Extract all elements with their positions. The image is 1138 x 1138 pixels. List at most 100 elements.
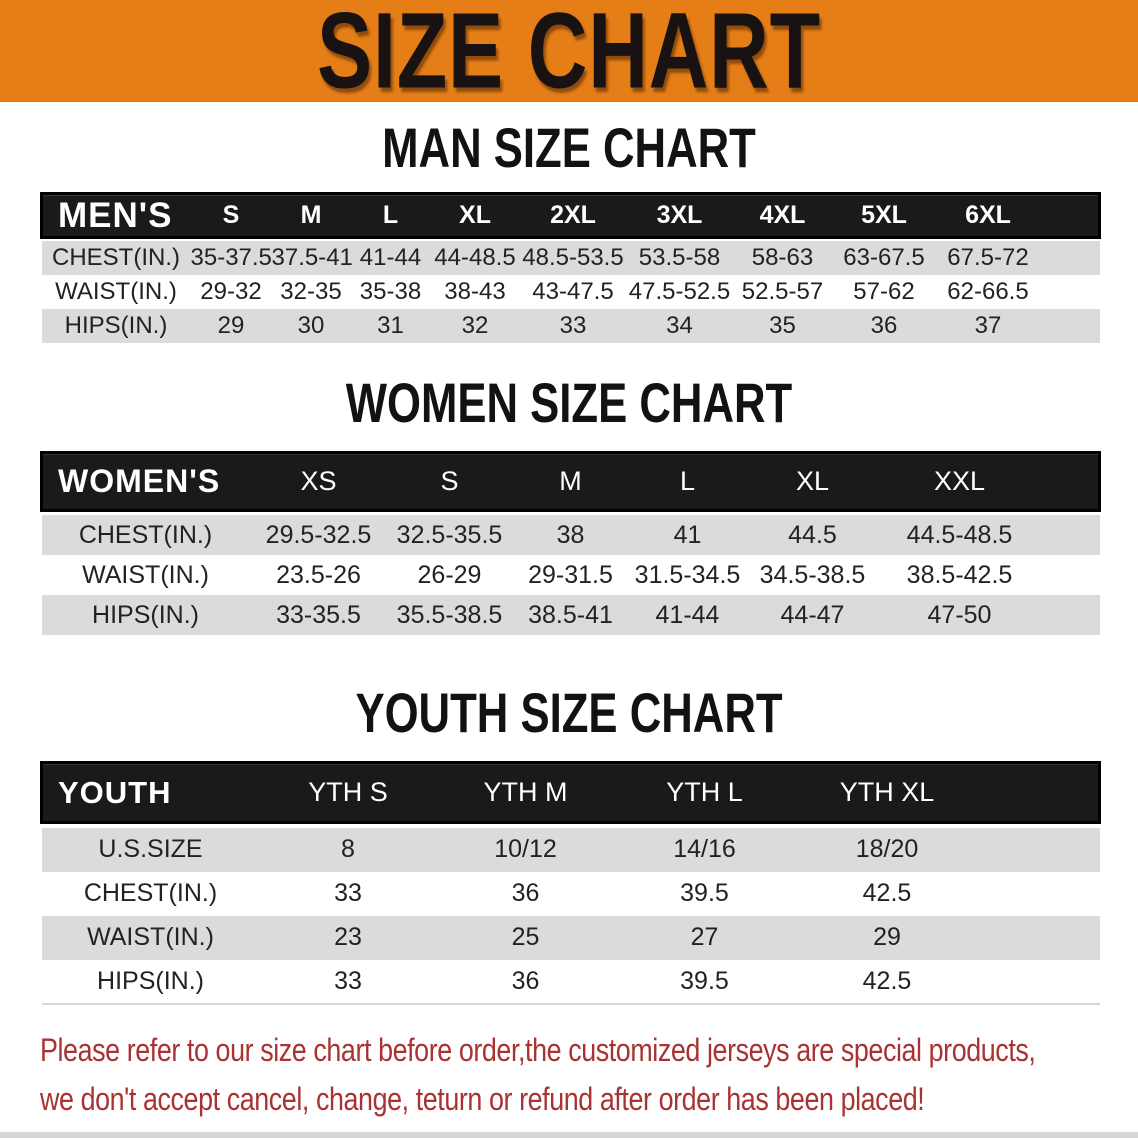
- column-header-cell: XL: [745, 450, 880, 512]
- data-cell: 36: [832, 308, 936, 343]
- data-cell: 44-47: [745, 595, 880, 635]
- data-cell: 58-63: [732, 240, 833, 275]
- row-filler-cell: [1040, 308, 1100, 343]
- data-cell: 42.5: [794, 959, 980, 1005]
- data-cell: 37.5-41: [271, 240, 353, 275]
- column-header-cell: L: [629, 450, 746, 512]
- data-cell: 29.5-32.5: [249, 515, 388, 555]
- footer-paragraph: Please refer to our size chart before or…: [40, 1029, 1138, 1078]
- data-cell: 31.5-34.5: [629, 555, 746, 595]
- row-filler-cell: [979, 959, 1100, 1005]
- table-row: WAIST(IN.) 29-32 32-35 35-38 38-43 43-47.5 47.…: [41, 274, 1100, 309]
- data-cell: 10/12: [436, 827, 615, 872]
- data-cell: 27: [614, 915, 795, 960]
- youth-size-table: YOUTH YTH S YTH M YTH L YTH XL U.S.SIZE 8 10/12…: [40, 761, 1101, 1005]
- table-row: WAIST(IN.) 23 25 27 29: [41, 915, 1100, 960]
- data-cell: 38-43: [430, 274, 520, 309]
- men-size-table: MEN'S S M L XL 2XL 3XL 4XL 5XL 6XL CHEST(IN.) 35-37…: [40, 192, 1101, 343]
- data-cell: 33: [259, 959, 437, 1005]
- data-cell: 36: [436, 959, 615, 1005]
- data-cell: 38.5-42.5: [879, 555, 1040, 595]
- data-cell: 44-48.5: [430, 240, 520, 275]
- youth-section-heading: YOUTH SIZE CHART: [355, 681, 783, 744]
- row-label-cell: CHEST(IN.): [41, 515, 250, 555]
- data-cell: 57-62: [832, 274, 936, 309]
- row-filler-cell: [1039, 555, 1100, 595]
- column-header-cell: YTH M: [436, 761, 615, 824]
- data-cell: 47-50: [879, 595, 1040, 635]
- footer-paragraph: we don't accept cancel, change, teturn o…: [40, 1078, 1138, 1127]
- data-cell: 25: [436, 915, 615, 960]
- footer-line-1: Please refer to our size chart before or…: [40, 1031, 1036, 1068]
- row-filler-cell: [979, 827, 1100, 872]
- column-header-cell: 5XL: [832, 192, 936, 239]
- row-label-cell: WAIST(IN.): [41, 274, 191, 309]
- row-label-cell: WAIST(IN.): [41, 555, 250, 595]
- header-filler-cell: [979, 761, 1101, 824]
- data-cell: 14/16: [614, 827, 795, 872]
- table-row: U.S.SIZE 8 10/12 14/16 18/20: [41, 827, 1100, 872]
- table-row: CHEST(IN.) 33 36 39.5 42.5: [41, 871, 1100, 916]
- data-cell: 52.5-57: [732, 274, 833, 309]
- table-row: CHEST(IN.) 35-37.5 37.5-41 41-44 44-48.5 48.5…: [41, 240, 1100, 275]
- data-cell: 36: [436, 871, 615, 916]
- header-filler-cell: [1040, 192, 1101, 239]
- section-youth: YOUTH SIZE CHART YOUTH YTH S YTH M YTH L YTH…: [0, 681, 1138, 1005]
- table-title-cell: YOUTH: [40, 761, 260, 824]
- row-filler-cell: [979, 871, 1100, 916]
- data-cell: 30: [271, 308, 351, 343]
- data-cell: 23.5-26: [249, 555, 388, 595]
- footer-line-2: we don't accept cancel, change, teturn o…: [40, 1080, 925, 1117]
- row-filler-cell: [979, 915, 1100, 960]
- table-row: HIPS(IN.) 33 36 39.5 42.5: [41, 959, 1100, 1005]
- data-cell: 38: [511, 515, 630, 555]
- table-header-row: MEN'S S M L XL 2XL 3XL 4XL 5XL 6XL: [40, 192, 1101, 239]
- data-cell: 48.5-53.5: [519, 240, 627, 275]
- data-cell: 29-31.5: [511, 555, 630, 595]
- data-cell: 34: [626, 308, 733, 343]
- column-header-cell: XS: [249, 450, 388, 512]
- data-cell: 33-35.5: [249, 595, 388, 635]
- table-title-cell: MEN'S: [40, 192, 191, 239]
- table-row: HIPS(IN.) 29 30 31 32 33 34 35 36 37: [41, 308, 1100, 343]
- table-title-cell: WOMEN'S: [40, 450, 250, 512]
- column-header-cell: L: [350, 192, 431, 239]
- data-cell: 33: [259, 871, 437, 916]
- row-label-cell: CHEST(IN.): [41, 871, 260, 916]
- data-cell: 35-38: [350, 274, 431, 309]
- data-cell: 53.5-58: [626, 240, 733, 275]
- data-cell: 38.5-41: [511, 595, 630, 635]
- column-header-cell: M: [271, 192, 351, 239]
- row-filler-cell: [1039, 515, 1100, 555]
- bottom-bar: [0, 1131, 1138, 1138]
- data-cell: 41-44: [350, 240, 431, 275]
- data-cell: 23: [259, 915, 437, 960]
- data-cell: 35: [732, 308, 833, 343]
- women-section-heading: WOMEN SIZE CHART: [345, 370, 793, 434]
- row-label-cell: U.S.SIZE: [41, 827, 260, 872]
- data-cell: 63-67.5: [832, 240, 936, 275]
- table-row: WAIST(IN.) 23.5-26 26-29 29-31.5 31.5-34.5 34…: [41, 555, 1100, 595]
- column-header-cell: 3XL: [626, 192, 733, 239]
- column-header-cell: M: [511, 450, 630, 512]
- data-cell: 42.5: [794, 871, 980, 916]
- table-header-row: YOUTH YTH S YTH M YTH L YTH XL: [40, 761, 1101, 824]
- row-filler-cell: [1039, 595, 1100, 635]
- data-cell: 35-37.5: [190, 240, 272, 275]
- data-cell: 18/20: [794, 827, 980, 872]
- column-header-cell: XL: [430, 192, 520, 239]
- data-cell: 8: [259, 827, 437, 872]
- row-label-cell: HIPS(IN.): [41, 595, 250, 635]
- column-header-cell: S: [190, 192, 272, 239]
- data-cell: 29: [794, 915, 980, 960]
- data-cell: 39.5: [614, 871, 795, 916]
- women-size-table: WOMEN'S XS S M L XL XXL CHEST(IN.) 29.5-32.5 32.5…: [40, 450, 1101, 635]
- data-cell: 41: [629, 515, 746, 555]
- column-header-cell: 2XL: [519, 192, 627, 239]
- data-cell: 37: [935, 308, 1041, 343]
- section-women: WOMEN SIZE CHART WOMEN'S XS S M L XL XXL CHEST(…: [0, 370, 1138, 635]
- data-cell: 31: [350, 308, 431, 343]
- data-cell: 35.5-38.5: [387, 595, 512, 635]
- data-cell: 26-29: [387, 555, 512, 595]
- table-row: HIPS(IN.) 33-35.5 35.5-38.5 38.5-41 41-44 44-…: [41, 595, 1100, 635]
